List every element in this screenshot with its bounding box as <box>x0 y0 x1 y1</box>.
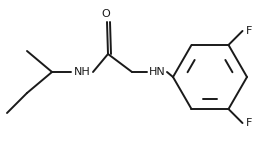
Text: F: F <box>245 118 252 128</box>
Text: F: F <box>245 26 252 36</box>
Text: O: O <box>102 9 110 19</box>
Text: HN: HN <box>148 67 165 77</box>
Text: NH: NH <box>74 67 90 77</box>
